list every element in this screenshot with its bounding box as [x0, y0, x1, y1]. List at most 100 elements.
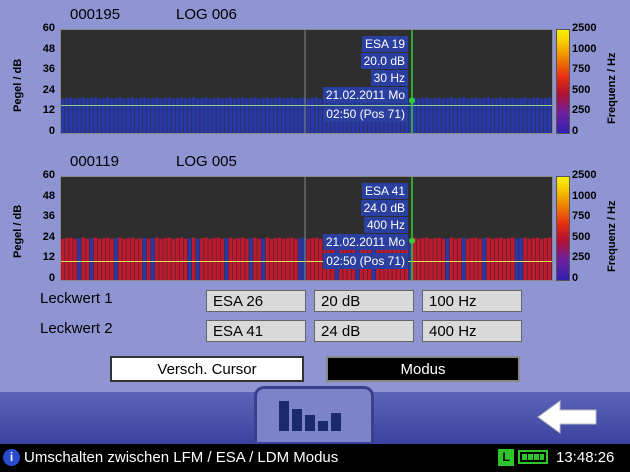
panel2-chart [61, 177, 552, 280]
chart-bar [130, 97, 135, 133]
chart-bar [245, 98, 249, 133]
chart-bar [294, 238, 298, 280]
chart-bar [163, 238, 167, 280]
chart-bar [457, 238, 462, 280]
chart-bar [228, 97, 233, 133]
panel1-ytick-tick: 36 [42, 63, 55, 76]
panel1-info-esa: ESA 19 [361, 36, 408, 52]
chart-bar [486, 97, 491, 133]
chart-bar [138, 98, 143, 133]
chart-bar [106, 237, 110, 280]
chart-bar [318, 98, 323, 133]
chart-bar [118, 237, 122, 280]
chart-bar [138, 238, 143, 280]
chart-bar [114, 98, 118, 133]
status-bar: i Umschalten zwischen LFM / ESA / LDM Mo… [0, 444, 630, 472]
chart-bar [290, 237, 294, 280]
chart-bar [294, 98, 298, 133]
chart-bar [110, 98, 114, 133]
chart-bar [200, 238, 204, 280]
panel1-plot[interactable]: ESA 19 20.0 dB 30 Hz 21.02.2011 Mo 02:50… [60, 29, 553, 134]
back-button[interactable] [536, 398, 600, 436]
chart-bar [69, 237, 73, 280]
verschieben-cursor-button[interactable]: Versch. Cursor [110, 356, 304, 382]
chart-bar [269, 238, 274, 280]
chart-bar [412, 237, 417, 280]
chart-bar [286, 238, 290, 280]
chart-bar [281, 238, 286, 280]
histogram-button[interactable] [254, 386, 374, 442]
chart-bar [118, 97, 122, 133]
chart-bar [89, 238, 94, 280]
chart-bar [85, 238, 90, 280]
chart-bar [134, 98, 139, 133]
chart-bar [519, 238, 523, 280]
panel1-info-date: 21.02.2011 Mo [322, 87, 408, 103]
chart-bar [416, 238, 421, 280]
chart-bar [69, 97, 73, 133]
chart-bar [196, 238, 200, 280]
chart-bar [65, 238, 69, 280]
chart-bar [61, 238, 65, 280]
chart-bar [543, 238, 548, 280]
leckwert1-db-field: 20 dB [314, 290, 414, 312]
chart-bar [506, 98, 511, 133]
chart-bar [502, 238, 507, 280]
chart-bar [249, 238, 253, 280]
chart-bar [470, 238, 474, 280]
chart-bar [298, 98, 302, 133]
chart-bar [146, 238, 151, 280]
chart-bar [208, 98, 212, 133]
leckwert1-hz-field: 100 Hz [422, 290, 522, 312]
chart-bar [429, 98, 433, 133]
chart-bar [216, 237, 220, 280]
chart-bar [65, 98, 69, 133]
chart-bar [482, 98, 486, 133]
chart-bar [515, 98, 519, 133]
chart-bar [187, 238, 192, 280]
chart-bar [61, 98, 65, 133]
modus-button[interactable]: Modus [326, 356, 520, 382]
chart-bar [236, 238, 241, 280]
chart-bar [85, 98, 90, 133]
histogram-icon [279, 401, 341, 431]
chart-bar [527, 98, 531, 133]
panel1-colorbar [556, 29, 570, 134]
chart-bar [151, 238, 155, 280]
chart-bar [437, 237, 441, 280]
chart-bar [421, 238, 425, 280]
chart-bar [547, 97, 552, 133]
chart-bar [97, 98, 102, 133]
chart-bar [232, 238, 237, 280]
chart-bar [142, 237, 147, 280]
chart-bar [93, 97, 98, 133]
chart-bar [490, 238, 495, 280]
panel2-rtick-tick: 0 [572, 272, 579, 284]
chart-bar [498, 97, 503, 133]
chart-bar [89, 98, 94, 133]
chart-bar [220, 238, 225, 280]
panel2-log: LOG 005 [176, 153, 237, 170]
chart-bar [97, 238, 102, 280]
chart-bar [167, 97, 171, 133]
chart-bar [236, 98, 241, 133]
chart-bar [535, 237, 540, 280]
chart-bar [200, 98, 204, 133]
chart-bar [122, 238, 126, 280]
chart-bar [506, 238, 511, 280]
panel2-plot[interactable]: ESA 41 24.0 dB 400 Hz 21.02.2011 Mo 02:5… [60, 176, 553, 281]
chart-bar [155, 237, 159, 280]
chart-bar [228, 237, 233, 280]
chart-bar [515, 238, 519, 280]
panel1-ytick-tick: 48 [42, 42, 55, 55]
chart-bar [461, 97, 466, 133]
chart-bar [253, 237, 257, 280]
chart-bar [453, 238, 458, 280]
chart-bar [245, 238, 249, 280]
chart-bar [298, 238, 302, 280]
chart-bar [261, 238, 265, 280]
chart-bar [93, 237, 98, 280]
cursor-marker [409, 237, 415, 244]
chart-bar [494, 98, 499, 133]
chart-bar [277, 97, 282, 133]
